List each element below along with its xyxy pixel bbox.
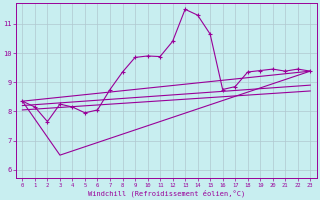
X-axis label: Windchill (Refroidissement éolien,°C): Windchill (Refroidissement éolien,°C) [88, 189, 245, 197]
